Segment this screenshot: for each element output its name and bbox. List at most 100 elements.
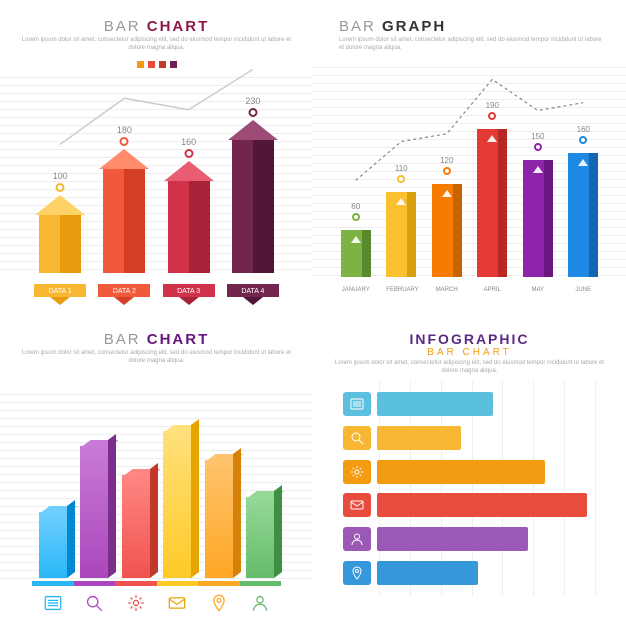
month-bar: 160 [568,153,598,277]
panel1-title: BAR CHART [20,18,293,35]
value-marker [488,112,496,120]
month-bar: 110 [386,192,416,277]
panel2-title: BAR GRAPH [339,18,606,35]
bar-value-label: 190 [486,101,499,110]
strip-segment [115,581,157,586]
row-icon-box [343,392,371,416]
month-bar: 60 [341,230,371,277]
panel4-subtitle: Lorem ipsum dolor sit amet, consectetur … [333,360,606,376]
value-marker [443,167,451,175]
month-label: JUNE [568,287,598,293]
month-label: MARCH [432,287,462,293]
panel3-title: BAR CHART [20,331,293,348]
bar-chart-3d: BAR CHART Lorem ipsum dolor sit amet, co… [0,313,313,626]
bar-value-label: 160 [577,125,590,134]
month-bar: 190 [477,129,507,277]
bar-side-face [191,419,199,578]
hbar-row [343,527,596,551]
gear-icon [127,594,145,612]
month-label: APRIL [477,287,507,293]
gear-icon [350,465,364,479]
hbar [377,527,528,551]
arrow-shaft [232,140,274,273]
panel3-subtitle: Lorem ipsum dolor sit amet, consectetur … [20,350,293,366]
title-thin: BAR [104,18,147,35]
bar-value-label: 60 [351,202,360,211]
row-icon-box [343,561,371,585]
strip-segment [157,581,199,586]
strip-segment [198,581,240,586]
mail-icon [350,498,364,512]
title-bold: CHART [147,18,210,35]
bar-value-label: 110 [395,164,408,173]
arrow-bar: 160 [168,181,210,273]
strip-segment [240,581,282,586]
arrow-indicator-icon [578,159,588,166]
bar-side-face [67,500,75,578]
hbar-row [343,561,596,585]
list-icon [350,397,364,411]
arrow-bar-chart: BAR CHART Lorem ipsum dolor sit amet, co… [0,0,313,313]
arrow-bar: 100 [39,215,81,273]
title-bold: GRAPH [382,18,446,35]
bar-value-label: 150 [531,132,544,141]
hbar [377,392,493,416]
panel4-subtitle-strong: BAR CHART [333,347,606,358]
month-label: MAY [523,287,553,293]
list-icon [44,594,62,612]
title-bold: CHART [147,331,210,348]
mail-icon [168,594,186,612]
panel2-chart-area: 60 110 120 190 150 160 [333,60,606,277]
row-icon-box [343,460,371,484]
arrow-indicator-icon [351,236,361,243]
arrow-bar: 180 [103,169,145,273]
panel1-chart-area: 100 180 160 230 [28,60,285,273]
row-icon-box [343,426,371,450]
arrow-bar: 230 [232,140,274,273]
panel1-labels: DATA 1DATA 2DATA 3DATA 4 [28,284,285,297]
panel1-bars: 100 180 160 230 [28,60,285,273]
month-label: FEBRUARY [386,287,416,293]
arrow-shaft [103,169,145,273]
user-icon [350,532,364,546]
user-icon [251,594,269,612]
strip-segment [74,581,116,586]
panel1-subtitle: Lorem ipsum dolor sit amet, consectetur … [20,37,293,53]
bar-3d [163,431,191,578]
arrow-head [99,149,149,169]
arrow-shaft [168,181,210,273]
arrow-indicator-icon [533,166,543,173]
hbar-row [343,392,596,416]
category-label: DATA 4 [227,284,279,297]
bar-value-label: 160 [181,137,196,147]
gear-icon [127,594,145,612]
arrow-indicator-icon [487,135,497,142]
horizontal-infographic: INFOGRAPHIC BAR CHART Lorem ipsum dolor … [313,313,626,626]
row-icon-box [343,493,371,517]
panel2-labels: JANUARYFEBRUARYMARCHAPRILMAYJUNE [333,287,606,293]
month-bar: 150 [523,160,553,277]
panel3-bars [32,383,281,578]
pin-icon [210,594,228,612]
category-label: DATA 1 [34,284,86,297]
panel3-icons [32,594,281,612]
panel3-color-strip [32,581,281,586]
value-marker [120,137,129,146]
panel4-rows [343,381,596,596]
bar-value-label: 120 [440,156,453,165]
bar-value-label: 100 [53,171,68,181]
bar-3d [205,460,233,578]
panel2-subtitle: Lorem ipsum dolor sit amet, consectetur … [339,37,606,53]
hbar [377,460,545,484]
bar-3d [39,512,67,578]
value-marker [352,213,360,221]
bar-3d [246,497,274,578]
title-thin: BAR [104,331,147,348]
panel2-bars: 60 110 120 190 150 160 [333,60,606,277]
panel4-title: INFOGRAPHIC [333,331,606,347]
category-label: DATA 3 [163,284,215,297]
strip-segment [32,581,74,586]
pin-icon [210,594,228,612]
arrow-head [164,161,214,181]
arrow-indicator-icon [442,190,452,197]
